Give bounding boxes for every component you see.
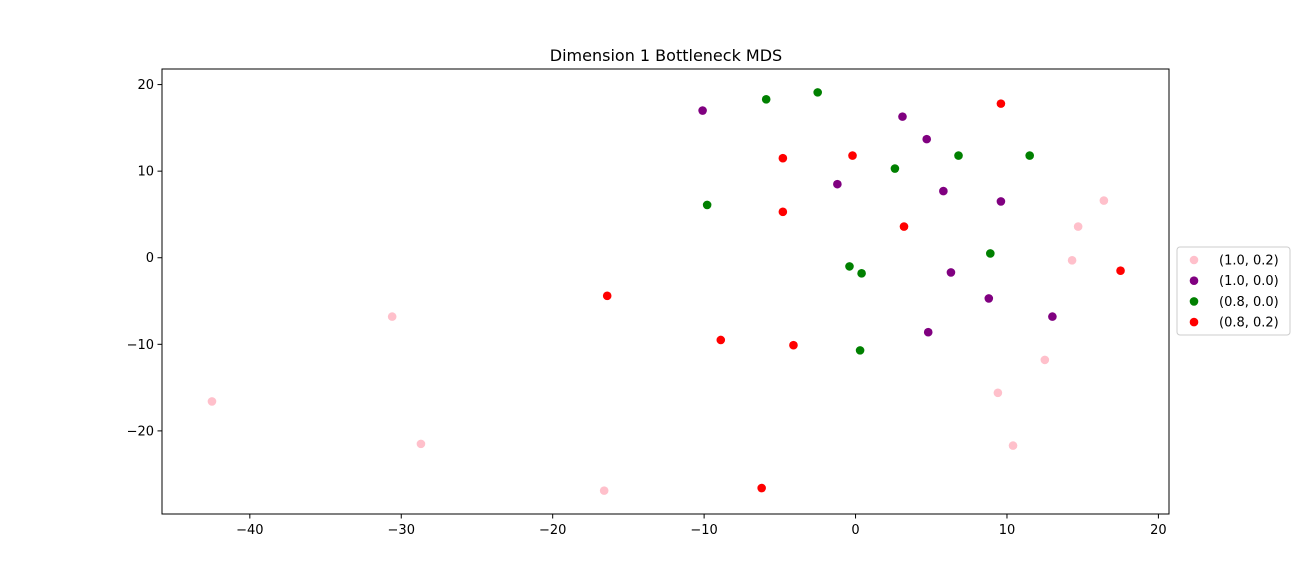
y-tick-label: 20 (137, 78, 154, 93)
data-point (602, 291, 612, 301)
x-tick-label: −10 (690, 523, 717, 538)
chart-title: Dimension 1 Bottleneck MDS (550, 46, 782, 65)
y-tick-label: −20 (127, 424, 154, 439)
legend-marker (1189, 255, 1199, 265)
x-tick-label: 0 (851, 523, 859, 538)
legend-marker (1189, 276, 1199, 286)
data-point (899, 222, 909, 231)
legend-marker (1189, 297, 1199, 306)
data-point (922, 134, 932, 144)
legend: (1.0, 0.2) (1.0, 0.0) (0.8, 0.0) (0.8, 0.2) (1176, 246, 1291, 336)
plot-frame (161, 68, 1170, 515)
data-point (387, 312, 397, 321)
data-point (890, 164, 900, 173)
data-point (857, 269, 866, 278)
data-point (698, 106, 707, 115)
data-point (1073, 222, 1083, 231)
data-point (1116, 266, 1125, 276)
data-point (813, 88, 822, 97)
legend-marker (1189, 317, 1199, 327)
legend-label: (1.0, 0.0) (1219, 274, 1279, 289)
legend-box (1176, 246, 1291, 336)
data-point (1008, 441, 1018, 450)
data-point (1025, 151, 1034, 160)
data-point (1040, 355, 1050, 365)
data-point (702, 200, 712, 210)
x-tick-label: −40 (236, 523, 263, 538)
data-point (1067, 256, 1077, 265)
data-point (757, 483, 766, 493)
data-point (923, 327, 933, 337)
data-point (207, 397, 217, 406)
x-tick-label: 20 (1150, 523, 1167, 538)
data-points (207, 88, 1125, 495)
data-point (416, 439, 426, 449)
data-point (1099, 196, 1109, 205)
data-point (996, 99, 1006, 108)
data-point (778, 207, 788, 217)
data-point (599, 486, 609, 495)
data-point (833, 179, 842, 189)
data-point (993, 388, 1003, 398)
data-point (848, 151, 857, 160)
data-point (898, 112, 907, 121)
legend-label: (0.8, 0.0) (1219, 295, 1279, 310)
x-tick-label: 10 (999, 523, 1016, 538)
data-point (984, 294, 994, 303)
data-point (855, 346, 865, 355)
data-point (986, 249, 995, 258)
data-point (946, 268, 956, 277)
x-tick-label: −30 (388, 523, 415, 538)
x-tick-label: −20 (539, 523, 566, 538)
axis-ticks: −40 −30 −20 −10 0 10 20 −20 −10 0 10 20 (127, 78, 1167, 538)
legend-label: (1.0, 0.2) (1219, 254, 1279, 269)
data-point (789, 340, 798, 350)
legend-label: (0.8, 0.2) (1219, 316, 1279, 331)
y-tick-label: 10 (137, 165, 154, 180)
data-point (778, 153, 788, 163)
data-point (761, 95, 771, 104)
data-point (996, 197, 1006, 206)
data-point (845, 262, 854, 271)
data-point (939, 186, 948, 196)
data-point (1048, 312, 1057, 321)
data-point (954, 151, 963, 160)
y-tick-label: −10 (127, 338, 154, 353)
data-point (716, 335, 726, 345)
y-tick-label: 0 (146, 251, 154, 266)
